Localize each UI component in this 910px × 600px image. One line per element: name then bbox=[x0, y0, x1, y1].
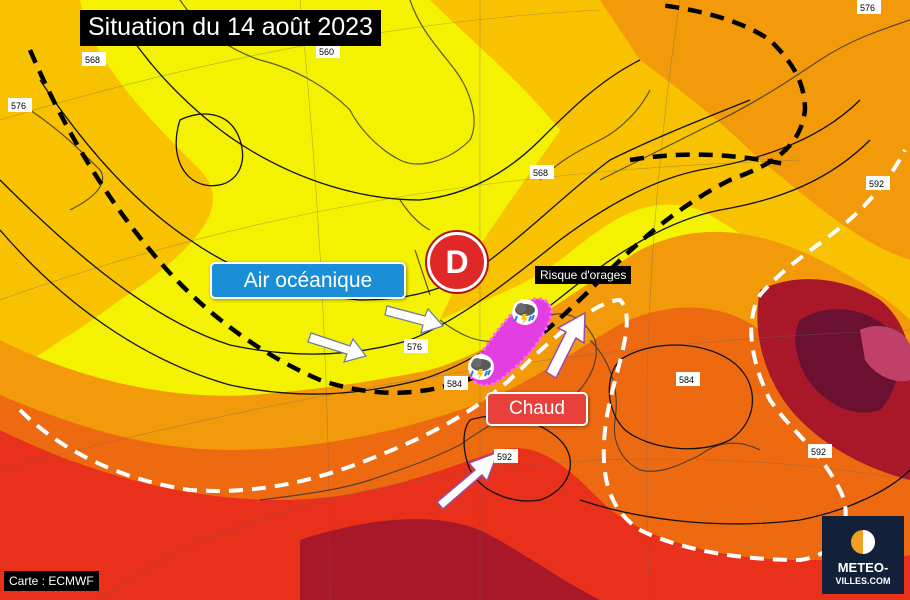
logo-text-line1: METEO- bbox=[837, 560, 889, 575]
map-title: Situation du 14 août 2023 bbox=[80, 10, 381, 46]
chaud-label: Chaud bbox=[486, 392, 588, 426]
isohypse-label: 592 bbox=[869, 179, 884, 189]
isohypse-label: 576 bbox=[407, 342, 422, 352]
logo-icon bbox=[851, 530, 875, 554]
thunderstorm-icon bbox=[468, 354, 494, 380]
isohypse-label: 584 bbox=[447, 379, 462, 389]
isohypse-label: 592 bbox=[811, 447, 826, 457]
isohypse-label: 568 bbox=[533, 168, 548, 178]
isohypse-label: 560 bbox=[319, 47, 334, 57]
logo-text-line2: VILLES.COM bbox=[835, 576, 891, 586]
risque-orages-label: Risque d'orages bbox=[535, 266, 632, 284]
isohypse-label: 568 bbox=[85, 55, 100, 65]
isohypse-label: 576 bbox=[860, 3, 875, 13]
meteo-villes-logo[interactable]: METEO- VILLES.COM bbox=[822, 516, 904, 594]
isohypse-label: 584 bbox=[679, 375, 694, 385]
isohypse-label: 592 bbox=[497, 452, 512, 462]
air-oceanique-label: Air océanique bbox=[210, 262, 406, 299]
isohypse-label: 576 bbox=[11, 101, 26, 111]
map-credit: Carte : ECMWF bbox=[4, 571, 99, 591]
thunderstorm-icon bbox=[512, 299, 538, 325]
depression-marker: D bbox=[427, 232, 487, 292]
